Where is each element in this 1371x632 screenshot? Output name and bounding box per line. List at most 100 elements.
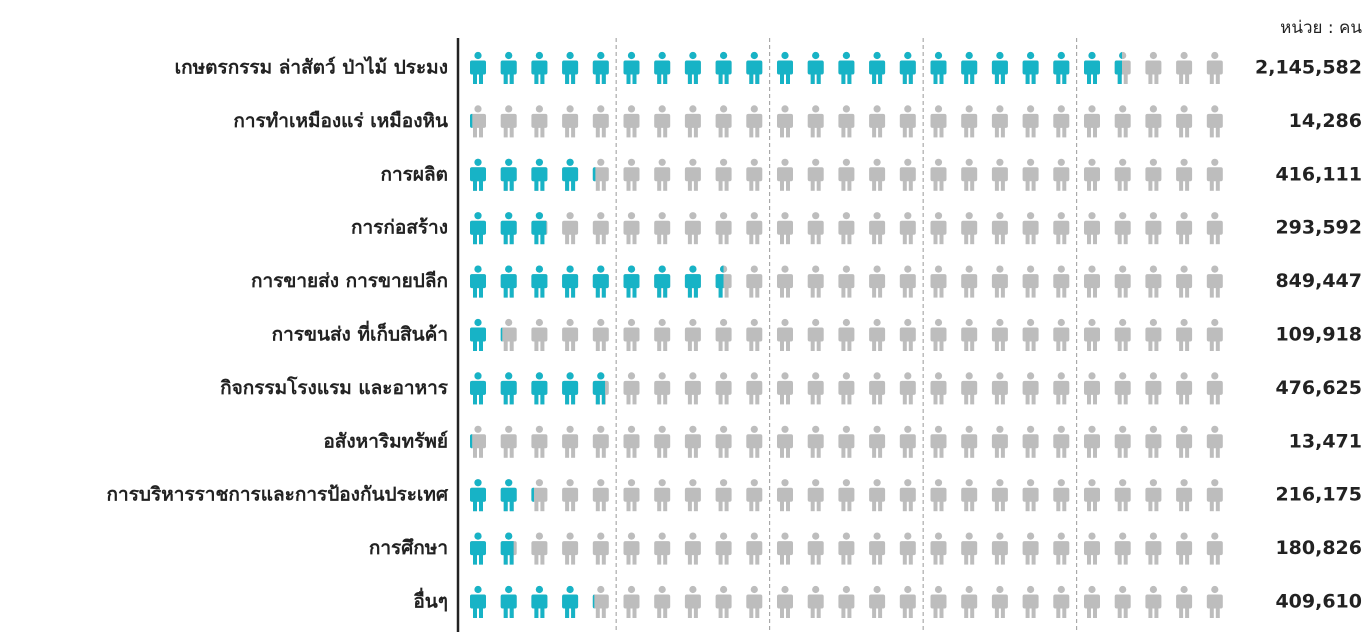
icon bbox=[838, 372, 855, 405]
icon bbox=[1145, 212, 1162, 245]
icon bbox=[807, 212, 824, 245]
icon bbox=[746, 105, 763, 138]
icon bbox=[1022, 318, 1039, 351]
icon bbox=[746, 372, 763, 405]
icon bbox=[1022, 265, 1039, 298]
icon bbox=[991, 212, 1008, 245]
icon bbox=[1145, 479, 1162, 512]
icon bbox=[592, 265, 609, 298]
icon bbox=[684, 318, 701, 351]
icon bbox=[654, 105, 671, 138]
icon bbox=[562, 51, 579, 84]
icon bbox=[1176, 51, 1193, 84]
category-label: การบริหารราชการและการป้องกันประเทศ bbox=[107, 484, 449, 506]
icon bbox=[930, 372, 947, 405]
value-label: 293,592 bbox=[1275, 217, 1362, 239]
icon bbox=[777, 265, 793, 298]
value-label: 180,826 bbox=[1275, 537, 1362, 559]
icon bbox=[991, 265, 1008, 298]
icon bbox=[746, 265, 763, 298]
icon bbox=[562, 212, 579, 245]
icon bbox=[1084, 265, 1100, 298]
icon bbox=[899, 51, 916, 84]
icon bbox=[930, 105, 947, 138]
icon bbox=[1145, 51, 1162, 84]
icon bbox=[746, 212, 763, 245]
icon bbox=[1206, 51, 1223, 84]
category-label: การขนส่ง ที่เก็บสินค้า bbox=[272, 321, 448, 346]
icon bbox=[470, 105, 486, 138]
icon bbox=[838, 105, 855, 138]
icon bbox=[869, 158, 886, 191]
icon bbox=[1176, 372, 1193, 405]
icon bbox=[1084, 372, 1100, 405]
icon bbox=[562, 425, 579, 458]
icon bbox=[746, 479, 763, 512]
icon bbox=[1145, 532, 1162, 565]
icon bbox=[1206, 158, 1223, 191]
icon bbox=[777, 479, 793, 512]
icon bbox=[500, 51, 517, 84]
icon bbox=[531, 212, 547, 245]
icon bbox=[777, 318, 793, 351]
category-label: อสังหาริมทรัพย์ bbox=[323, 430, 448, 452]
icon bbox=[654, 158, 671, 191]
value-label: 109,918 bbox=[1275, 324, 1362, 346]
icon bbox=[531, 265, 548, 298]
icon bbox=[684, 372, 701, 405]
icon bbox=[1206, 105, 1223, 138]
category-label: การก่อสร้าง bbox=[351, 217, 448, 239]
icon bbox=[715, 105, 732, 138]
icon bbox=[777, 585, 793, 618]
icon bbox=[470, 265, 486, 298]
icon bbox=[1114, 532, 1131, 565]
icon bbox=[470, 585, 486, 618]
icon bbox=[684, 158, 701, 191]
icon bbox=[500, 425, 517, 458]
icon bbox=[1022, 212, 1039, 245]
icon bbox=[1053, 51, 1070, 84]
icon bbox=[500, 105, 517, 138]
icon bbox=[899, 318, 916, 351]
icon bbox=[623, 105, 640, 138]
empty-icons bbox=[470, 158, 1223, 191]
icon bbox=[1084, 425, 1100, 458]
icon bbox=[470, 532, 486, 565]
icon bbox=[1145, 425, 1162, 458]
icon bbox=[961, 532, 978, 565]
value-label: 13,471 bbox=[1289, 430, 1362, 452]
icon bbox=[1022, 158, 1039, 191]
icon bbox=[1176, 425, 1193, 458]
icon bbox=[930, 51, 947, 84]
icon bbox=[1176, 158, 1193, 191]
icon bbox=[531, 51, 548, 84]
icon bbox=[899, 532, 916, 565]
icon bbox=[1206, 212, 1223, 245]
icon bbox=[961, 51, 978, 84]
icon bbox=[838, 425, 855, 458]
icon bbox=[562, 585, 579, 618]
icon bbox=[807, 105, 824, 138]
icon bbox=[1053, 105, 1070, 138]
icon bbox=[869, 585, 886, 618]
empty-icons bbox=[470, 479, 1223, 512]
icon bbox=[654, 212, 671, 245]
icon bbox=[500, 372, 517, 405]
icon bbox=[899, 265, 916, 298]
icon bbox=[562, 105, 579, 138]
icon bbox=[1206, 479, 1223, 512]
value-label: 849,447 bbox=[1275, 270, 1362, 292]
icon bbox=[838, 51, 855, 84]
icon bbox=[531, 105, 548, 138]
icon bbox=[777, 158, 793, 191]
icon bbox=[930, 318, 947, 351]
icon bbox=[592, 479, 609, 512]
icon bbox=[899, 212, 916, 245]
icon bbox=[1053, 265, 1070, 298]
icon bbox=[684, 585, 701, 618]
icon bbox=[715, 158, 732, 191]
icon bbox=[899, 585, 916, 618]
icon bbox=[1053, 479, 1070, 512]
icon bbox=[807, 372, 824, 405]
unit-label: หน่วย : คน bbox=[1280, 18, 1362, 38]
